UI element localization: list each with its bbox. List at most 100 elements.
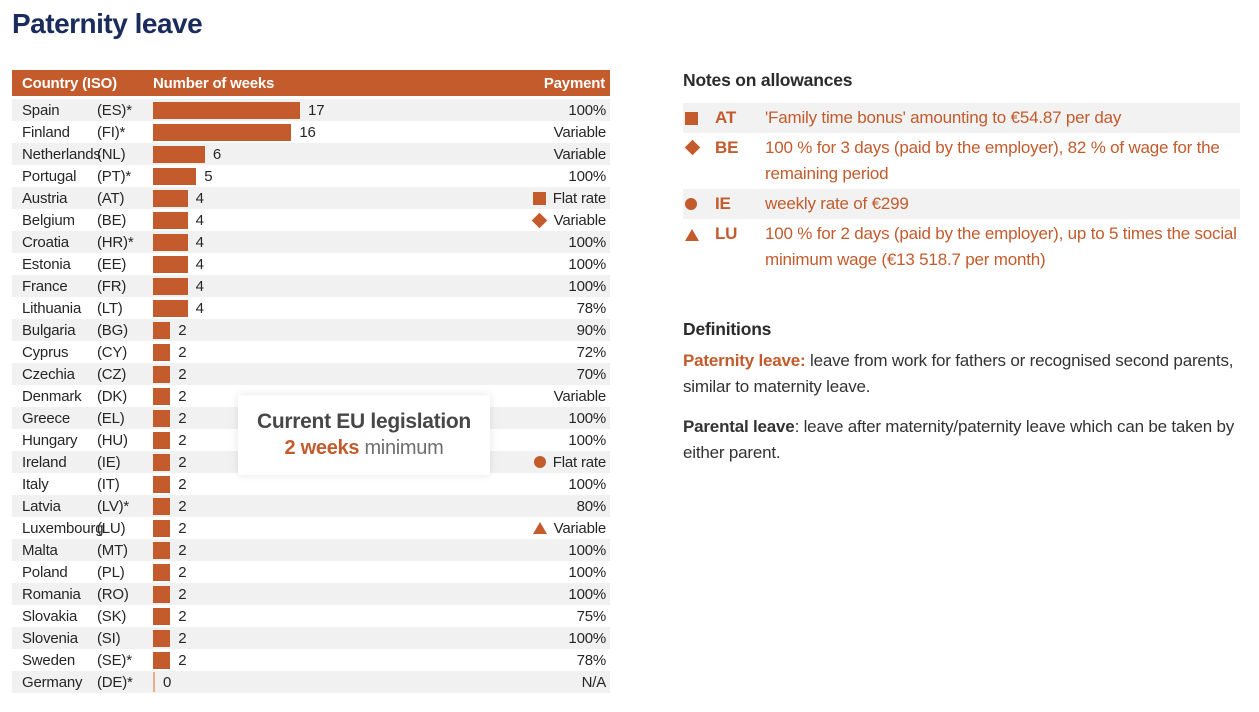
payment-cell: Flat rate — [532, 187, 610, 209]
weeks-value: 2 — [178, 409, 187, 427]
note-item: AT 'Family time bonus' amounting to €54.8… — [683, 103, 1240, 133]
country-label: Poland — [22, 563, 68, 581]
country-label: Romania — [22, 585, 81, 603]
country-label: Latvia — [22, 497, 61, 515]
weeks-bar — [153, 585, 171, 603]
weeks-bar — [153, 277, 188, 295]
bar-zone: 2 — [153, 429, 610, 451]
table-row: Bulgaria (BG) 2 90% — [12, 319, 610, 341]
payment-cell: Variable — [532, 517, 610, 539]
payment-cell: 100% — [568, 253, 610, 275]
note-symbol — [683, 228, 715, 241]
payment-cell: 100% — [568, 429, 610, 451]
note-item: BE 100 % for 3 days (paid by the employer… — [683, 133, 1240, 189]
callout-suffix: minimum — [364, 437, 444, 459]
country-label: Cyprus — [22, 343, 69, 361]
weeks-bar — [153, 387, 171, 405]
bar-zone: 5 — [153, 165, 610, 187]
note-item: LU 100 % for 2 days (paid by the employer… — [683, 219, 1240, 275]
definitions-section: Definitions Paternity leave: leave from … — [683, 319, 1240, 466]
payment-value: Variable — [553, 211, 607, 229]
circle-icon — [533, 456, 546, 468]
payment-cell: 78% — [577, 649, 610, 671]
country-label: France — [22, 277, 68, 295]
note-text: 100 % for 2 days (paid by the employer),… — [765, 224, 1237, 269]
country-label: Greece — [22, 409, 70, 427]
weeks-value: 4 — [195, 211, 204, 229]
table-row: Luxembourg (LU) 2 Variable — [12, 517, 610, 539]
payment-cell: 100% — [568, 627, 610, 649]
country-label: Croatia — [22, 233, 69, 251]
table-row: Estonia (EE) 4 100% — [12, 253, 610, 275]
table-row: Latvia (LV)* 2 80% — [12, 495, 610, 517]
country-label: Finland — [22, 123, 70, 141]
weeks-bar — [153, 123, 292, 141]
payment-value: 100% — [568, 167, 606, 185]
payment-value: Variable — [553, 145, 607, 163]
weeks-value: 2 — [178, 563, 187, 581]
weeks-value: 2 — [178, 431, 187, 449]
definition-item: Parental leave: leave after maternity/pa… — [683, 414, 1240, 466]
payment-cell: Flat rate — [533, 451, 610, 473]
weeks-bar — [153, 321, 171, 339]
payment-cell: 90% — [577, 319, 610, 341]
payment-value: 100% — [568, 563, 606, 581]
iso-code-label: (MT) — [97, 541, 128, 559]
table-row: Portugal (PT)* 5 100% — [12, 165, 610, 187]
bar-zone: 4 — [153, 231, 610, 253]
table-row: Austria (AT) 4 Flat rate — [12, 187, 610, 209]
weeks-value: 5 — [204, 167, 213, 185]
bar-zone: 2 — [153, 583, 610, 605]
payment-value: 100% — [568, 585, 606, 603]
weeks-bar — [153, 299, 188, 317]
bar-zone: 2 — [153, 495, 610, 517]
payment-value: 78% — [576, 651, 607, 669]
payment-value: 100% — [568, 409, 606, 427]
iso-code-label: (ES)* — [97, 101, 132, 119]
payment-value: 100% — [568, 101, 606, 119]
weeks-value: 2 — [178, 607, 187, 625]
payment-cell: 70% — [577, 363, 610, 385]
country-label: Hungary — [22, 431, 78, 449]
iso-code-label: (PT)* — [97, 167, 131, 185]
weeks-value: 2 — [178, 497, 187, 515]
weeks-value: 6 — [212, 145, 222, 163]
country-label: Spain — [22, 101, 60, 119]
table-row: Cyprus (CY) 2 72% — [12, 341, 610, 363]
payment-value: 100% — [568, 277, 606, 295]
weeks-value: 2 — [178, 585, 187, 603]
definition-text: leave from work for fathers or recognise… — [683, 351, 1234, 396]
country-label: Netherlands — [22, 145, 101, 163]
payment-cell: Variable — [531, 209, 610, 231]
payment-cell: Variable — [554, 143, 610, 165]
weeks-bar — [153, 607, 171, 625]
payment-value: 100% — [568, 475, 606, 493]
country-label: Slovenia — [22, 629, 78, 647]
weeks-value: 2 — [178, 475, 187, 493]
note-country-code: BE — [715, 138, 739, 157]
table-row: France (FR) 4 100% — [12, 275, 610, 297]
bar-zone: 2 — [153, 451, 610, 473]
bar-zone: 2 — [153, 473, 610, 495]
paternity-leave-chart: Country (ISO) Number of weeks Payment Sp… — [12, 70, 610, 693]
weeks-bar — [153, 431, 171, 449]
payment-cell: 100% — [568, 561, 610, 583]
payment-cell: 100% — [568, 99, 610, 121]
weeks-value: 0 — [163, 673, 172, 691]
bar-zone: 2 — [153, 407, 610, 429]
country-label: Germany — [22, 673, 83, 691]
payment-value: Flat rate — [552, 453, 606, 471]
country-label: Bulgaria — [22, 321, 76, 339]
iso-code-label: (DK) — [97, 387, 128, 405]
country-label: Belgium — [22, 211, 75, 229]
iso-code-label: (LV)* — [97, 497, 130, 515]
iso-code-label: (FR) — [97, 277, 127, 295]
notes-section: Notes on allowances AT 'Family time bonus… — [683, 70, 1240, 275]
column-header-weeks: Number of weeks — [153, 74, 275, 92]
iso-code-label: (SE)* — [97, 651, 132, 669]
iso-code-label: (BE) — [97, 211, 127, 229]
callout-line2: 2 weeks minimum — [285, 437, 444, 460]
definitions-heading: Definitions — [683, 319, 772, 339]
weeks-value: 2 — [178, 321, 187, 339]
payment-cell: 75% — [577, 605, 610, 627]
